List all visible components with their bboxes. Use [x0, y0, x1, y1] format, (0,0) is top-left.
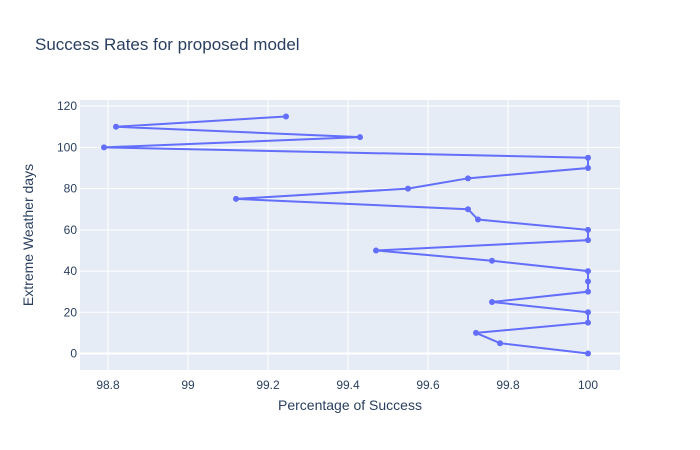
y-gridlines: [80, 105, 620, 355]
data-point: [585, 278, 591, 285]
x-tick-label: 99.6: [416, 378, 440, 392]
data-point: [475, 216, 481, 223]
y-tick-labels: 0 20 40 60 80 100 120: [57, 99, 77, 360]
data-point: [405, 185, 411, 192]
y-tick-label: 20: [64, 305, 78, 319]
data-point: [465, 175, 471, 182]
data-point: [101, 144, 107, 151]
data-point: [489, 298, 495, 305]
chart-title: Success Rates for proposed model: [35, 35, 300, 54]
data-point: [585, 237, 591, 244]
data-point: [473, 329, 479, 336]
x-tick-label: 98.8: [96, 378, 120, 392]
x-tick-labels: 98.8 99 99.2 99.4 99.6 99.8 100: [96, 378, 598, 392]
data-point: [585, 288, 591, 295]
data-point: [489, 257, 495, 264]
data-point: [233, 195, 239, 202]
series-points: [101, 113, 591, 357]
x-tick-label: 99: [181, 378, 195, 392]
y-tick-label: 60: [64, 223, 78, 237]
data-point: [283, 113, 289, 120]
data-point: [497, 340, 503, 347]
x-tick-label: 99.2: [256, 378, 280, 392]
x-tick-label: 99.8: [496, 378, 520, 392]
y-axis-title: Extreme Weather days: [20, 164, 36, 306]
data-point: [585, 350, 591, 357]
data-point: [465, 206, 471, 213]
y-tick-label: 120: [57, 99, 77, 113]
x-tick-label: 99.4: [336, 378, 360, 392]
y-tick-label: 0: [70, 347, 77, 361]
x-tick-label: 100: [578, 378, 598, 392]
data-point: [585, 154, 591, 161]
data-point: [585, 165, 591, 172]
data-point: [585, 226, 591, 233]
plot-area: [80, 100, 620, 370]
y-tick-label: 80: [64, 182, 78, 196]
data-point: [585, 309, 591, 316]
y-tick-label: 40: [64, 264, 78, 278]
data-point: [585, 319, 591, 326]
data-point: [113, 123, 119, 130]
x-axis-title: Percentage of Success: [278, 397, 422, 413]
data-point: [373, 247, 379, 254]
data-point: [357, 134, 363, 141]
y-tick-label: 100: [57, 140, 77, 154]
data-point: [585, 268, 591, 275]
